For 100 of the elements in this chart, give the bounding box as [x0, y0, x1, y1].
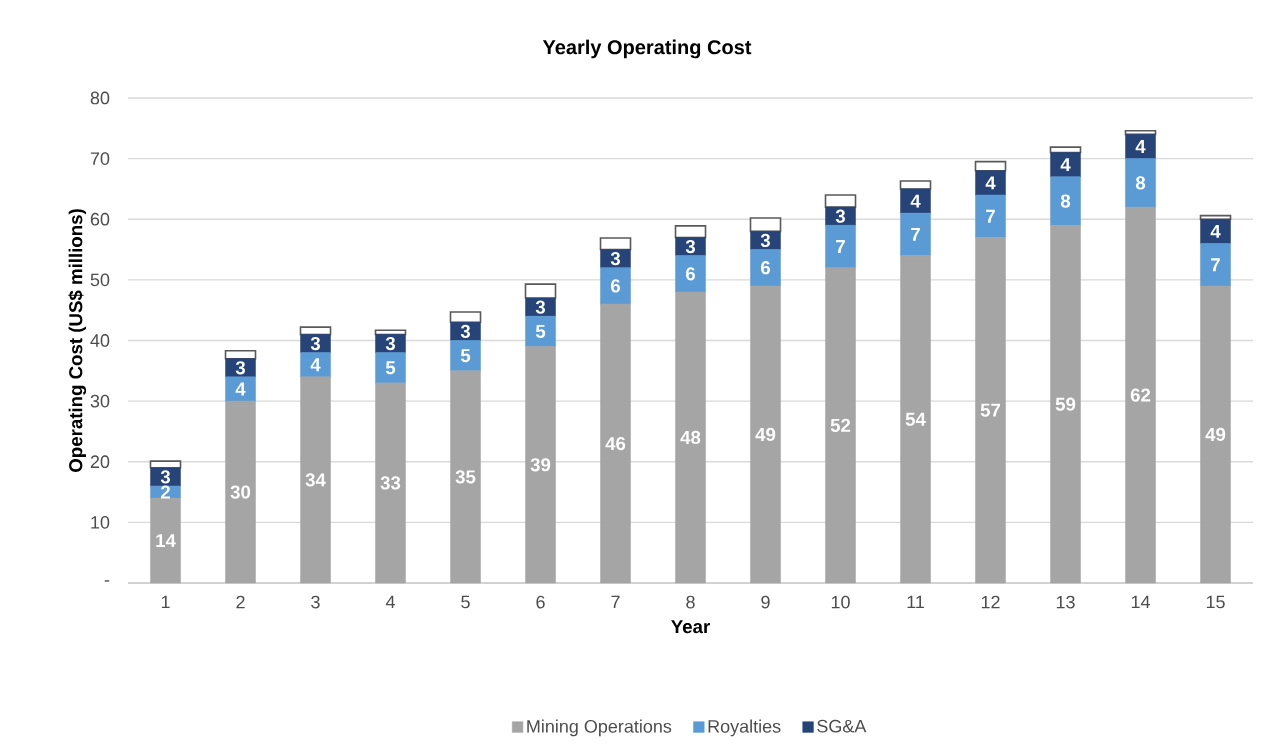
legend-label: Mining Operations	[527, 719, 672, 737]
data-label: 3	[160, 470, 171, 484]
bar	[1125, 158, 1156, 208]
bar	[1200, 218, 1231, 244]
data-label: 30	[230, 485, 251, 499]
data-label: 5	[535, 324, 546, 338]
data-label: 39	[530, 458, 551, 472]
bar	[450, 370, 481, 584]
data-label: 62	[1130, 388, 1151, 402]
bar	[1125, 134, 1156, 159]
bar	[825, 225, 856, 269]
bar	[225, 376, 256, 402]
data-label: 8	[1135, 176, 1146, 190]
bar	[675, 291, 706, 584]
data-label: 3	[385, 336, 396, 351]
bar	[1050, 152, 1081, 178]
data-label: 49	[1205, 427, 1226, 442]
x-tick-label: 4	[385, 595, 395, 609]
data-label: 4	[310, 358, 321, 372]
y-tick-label: 80	[90, 91, 110, 105]
bar	[749, 217, 782, 233]
y-tick-label: 20	[90, 455, 110, 469]
x-tick-label: 6	[536, 595, 545, 609]
data-label: 5	[385, 361, 396, 375]
bar	[1050, 225, 1081, 584]
y-tick-label: 40	[90, 334, 110, 347]
x-tick-label: 13	[1056, 595, 1075, 609]
data-label: 3	[610, 252, 621, 266]
data-label: 6	[611, 279, 621, 293]
data-label: 6	[761, 261, 771, 275]
bar	[900, 255, 931, 584]
x-tick-label: 3	[311, 595, 320, 609]
x-tick-label: 10	[831, 595, 850, 609]
bar	[975, 170, 1006, 196]
bar	[900, 188, 931, 214]
data-label: 59	[1055, 397, 1076, 411]
x-tick-label: 12	[981, 595, 1000, 609]
x-axis-title: Year	[671, 620, 710, 634]
data-label: 7	[1211, 258, 1220, 272]
data-label: 3	[835, 209, 846, 223]
data-label: 49	[755, 427, 776, 442]
bar	[600, 303, 631, 584]
y-tick-label: 50	[90, 273, 110, 287]
x-tick-label: 14	[1131, 595, 1150, 609]
data-label: 6	[686, 267, 696, 281]
x-tick-label: 1	[161, 595, 170, 609]
data-label: 35	[455, 470, 476, 484]
x-tick-label: 5	[461, 595, 470, 609]
bar	[525, 315, 556, 347]
x-tick-label: 15	[1206, 595, 1225, 609]
data-label: 4	[910, 194, 921, 208]
data-label: 14	[156, 534, 176, 547]
data-label: 46	[605, 436, 626, 451]
chart-title: Yearly Operating Cost	[542, 39, 752, 59]
data-label: 57	[980, 403, 1001, 417]
data-label: 33	[380, 476, 401, 490]
data-label: 4	[985, 176, 996, 190]
bar	[975, 194, 1006, 238]
data-label: 3	[460, 324, 471, 339]
bar	[750, 249, 781, 287]
bar	[900, 212, 931, 256]
data-label: 52	[830, 418, 851, 432]
y-tick-label: 70	[90, 152, 110, 165]
bar	[1200, 243, 1231, 287]
data-label: 2	[160, 485, 170, 499]
data-label: 54	[905, 412, 926, 426]
bar	[375, 352, 406, 384]
y-tick-label: 60	[90, 212, 110, 226]
bar	[600, 267, 631, 305]
data-label: 7	[836, 240, 845, 253]
bar	[599, 237, 632, 251]
bar	[674, 225, 707, 239]
data-label: 3	[760, 233, 771, 248]
bar	[225, 400, 256, 584]
y-tick-label: -	[104, 580, 110, 582]
bar	[525, 346, 556, 584]
bar	[1125, 206, 1156, 584]
y-tick-label: 30	[90, 394, 110, 408]
bar	[750, 285, 781, 584]
bar	[150, 497, 181, 584]
bar	[1200, 285, 1231, 584]
bar	[825, 267, 856, 584]
legend-label: Royalties	[708, 719, 781, 737]
data-label: 4	[1210, 224, 1221, 238]
data-label: 4	[1135, 140, 1146, 153]
bar	[975, 237, 1006, 584]
bar	[450, 340, 481, 372]
x-tick-label: 2	[236, 595, 245, 609]
data-label: 8	[1060, 194, 1071, 208]
x-tick-label: 11	[907, 595, 924, 609]
y-tick-label: 10	[91, 515, 110, 529]
data-label: 7	[986, 209, 995, 223]
bar	[449, 311, 482, 324]
x-tick-label: 9	[761, 595, 770, 609]
data-label: 48	[680, 430, 701, 445]
data-label: 7	[911, 227, 920, 241]
data-label: 5	[460, 349, 471, 363]
bar	[375, 382, 406, 584]
x-tick-label: 8	[686, 595, 695, 609]
data-label: 3	[685, 239, 696, 254]
